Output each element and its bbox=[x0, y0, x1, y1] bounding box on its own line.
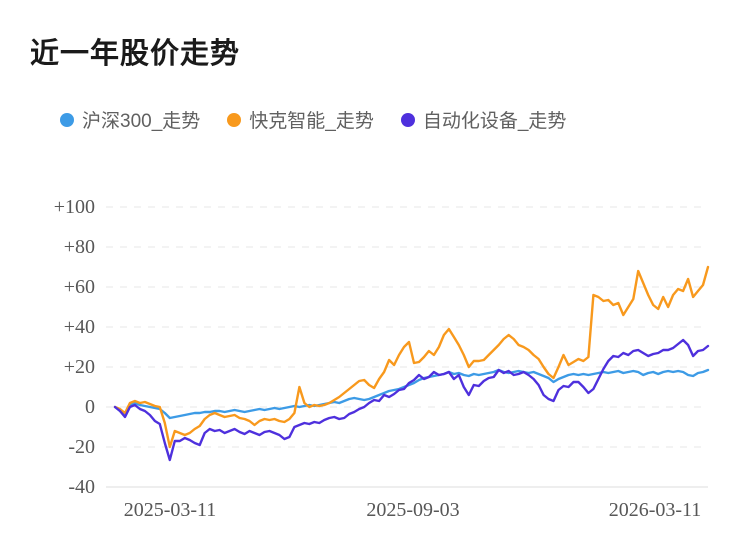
legend-label: 沪深300_走势 bbox=[82, 111, 201, 132]
y-axis-tick: +20 bbox=[63, 356, 95, 378]
legend-dot-icon bbox=[60, 112, 74, 127]
series-line-2 bbox=[113, 338, 710, 462]
y-axis-tick: +100 bbox=[53, 196, 95, 218]
x-axis-tick: 2025-09-03 bbox=[366, 499, 460, 521]
y-axis-tick: +40 bbox=[63, 316, 95, 338]
y-axis-tick: -40 bbox=[68, 476, 95, 498]
page-title: 近一年股价走势 bbox=[30, 38, 241, 70]
legend-item-hs300[interactable]: 沪深300_走势 bbox=[60, 106, 200, 133]
y-axis-tick: 0 bbox=[85, 396, 95, 418]
series-line-1 bbox=[113, 265, 710, 449]
y-axis-tick: +80 bbox=[63, 236, 95, 258]
x-axis-tick: 2025-03-11 bbox=[123, 499, 217, 521]
legend-item-automation[interactable]: 自动化设备_走势 bbox=[400, 106, 567, 133]
legend-item-kuaike[interactable]: 快克智能_走势 bbox=[227, 106, 374, 133]
legend-dot-icon bbox=[227, 112, 242, 127]
legend-label: 快克智能_走势 bbox=[249, 111, 374, 132]
legend-dot-icon bbox=[400, 112, 415, 127]
y-axis-tick: +60 bbox=[63, 276, 95, 298]
series-line-0 bbox=[113, 368, 710, 420]
legend-label: 自动化设备_走势 bbox=[422, 111, 567, 132]
y-axis-tick: -20 bbox=[68, 436, 95, 458]
x-axis-tick: 2026-03-11 bbox=[608, 499, 702, 521]
chart-legend: 沪深300_走势 快克智能_走势 自动化设备_走势 bbox=[60, 106, 566, 133]
